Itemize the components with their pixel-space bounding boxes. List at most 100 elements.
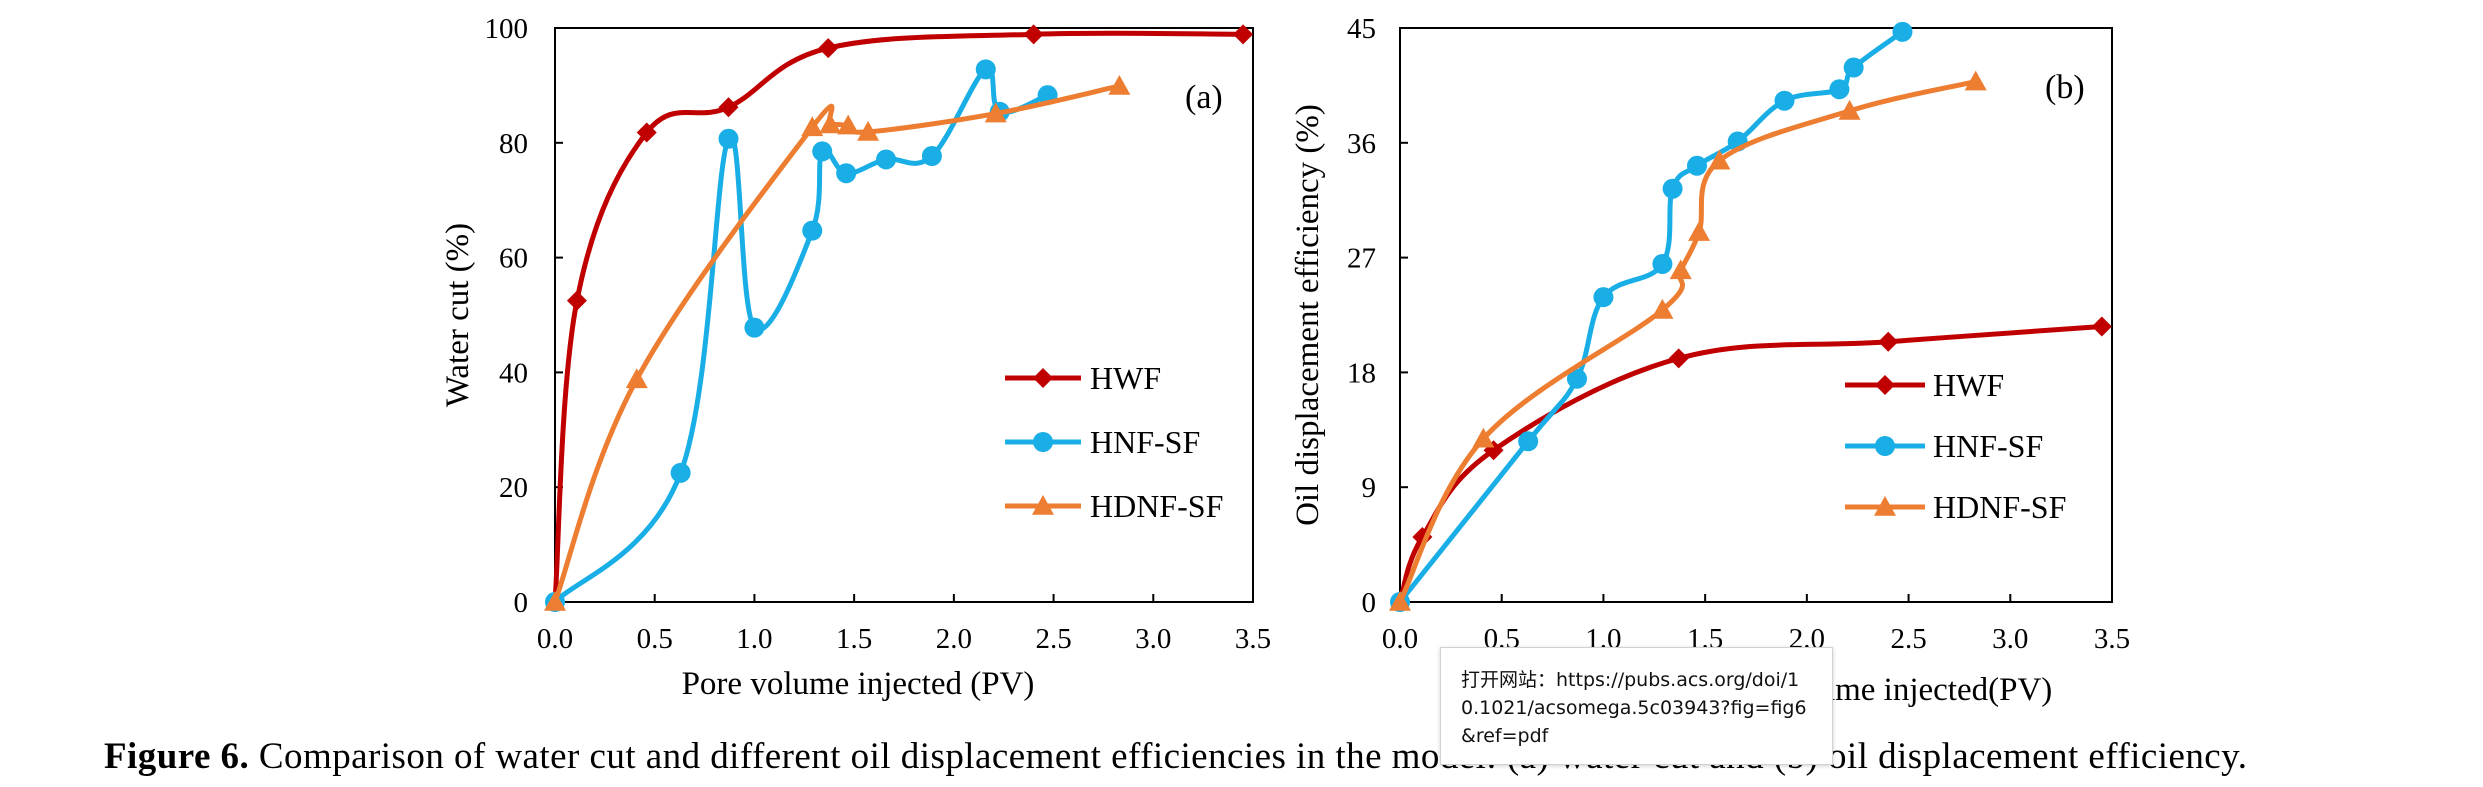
x-tick-label: 2.5	[1890, 623, 1926, 655]
legend-marker	[1874, 496, 1896, 516]
legend-entry-hwf: HWF	[1845, 367, 2004, 403]
data-point	[1964, 70, 1987, 91]
series-hdnf-sf	[1389, 70, 1987, 611]
x-tick-label: 3.5	[1235, 623, 1271, 655]
data-point	[1662, 178, 1683, 199]
x-tick-label: 0.0	[1382, 623, 1418, 655]
x-tick-label: 1.0	[736, 623, 772, 655]
legend-label: HNF-SF	[1933, 428, 2043, 464]
data-point	[566, 290, 587, 311]
data-point	[1838, 99, 1861, 120]
data-point	[1472, 427, 1495, 448]
data-point	[812, 141, 833, 162]
panel-label: (a)	[1185, 79, 1223, 116]
data-point	[1023, 24, 1044, 45]
data-point	[718, 97, 739, 118]
data-point	[818, 38, 839, 59]
data-point	[744, 317, 765, 338]
caption-label: Figure 6.	[104, 736, 250, 777]
legend-entry-hnf-sf: HNF-SF	[1005, 424, 1200, 460]
y-tick-label: 0	[514, 587, 529, 619]
legend-entry-hdnf-sf: HDNF-SF	[1845, 489, 2066, 525]
data-point	[1774, 90, 1795, 111]
legend-label: HWF	[1933, 367, 2004, 403]
y-tick-label: 36	[1347, 128, 1376, 160]
data-point	[1518, 431, 1539, 452]
data-point	[1652, 253, 1673, 274]
panel-label: (b)	[2045, 69, 2085, 106]
caption-text: Comparison of water cut and different oi…	[249, 736, 2248, 777]
legend-entry-hdnf-sf: HDNF-SF	[1005, 488, 1223, 524]
y-tick-label: 9	[1362, 472, 1377, 504]
x-tick-label: 3.0	[1992, 623, 2028, 655]
x-tick-label: 2.0	[936, 623, 972, 655]
legend-label: HDNF-SF	[1090, 488, 1223, 524]
series-hnf-sf	[1390, 21, 1913, 612]
x-tick-label: 1.5	[836, 623, 872, 655]
figure-caption: Figure 6. Comparison of water cut and di…	[104, 735, 2483, 779]
data-point	[1688, 221, 1711, 241]
y-tick-label: 20	[499, 472, 528, 504]
data-point	[1233, 24, 1254, 45]
x-tick-label: 2.5	[1035, 623, 1071, 655]
data-point	[876, 149, 897, 170]
data-point	[670, 462, 691, 483]
data-point	[857, 120, 880, 141]
y-tick-label: 60	[499, 243, 528, 275]
data-point	[636, 122, 657, 143]
chart-panel-a: 0 20 40 60 80 100 0.0 0.5 1.0 1.5 2.0 2.5 3.0 3.5 Wate…	[440, 13, 1271, 702]
x-axis-title: Pore volume injected (PV)	[682, 666, 1035, 702]
y-tick-label: 18	[1347, 357, 1376, 389]
data-point	[819, 113, 842, 134]
data-point	[801, 116, 824, 137]
y-tick-label: 40	[499, 357, 528, 389]
y-tick-label: 0	[1362, 587, 1377, 619]
y-tick-label: 45	[1347, 13, 1376, 45]
data-point	[837, 114, 860, 135]
data-point	[1687, 155, 1708, 176]
data-point	[718, 128, 739, 149]
x-tick-label: 3.0	[1135, 623, 1171, 655]
data-point	[1108, 74, 1131, 95]
legend-marker	[1875, 375, 1895, 395]
series-hdnf-sf	[544, 74, 1131, 611]
legend-marker	[1033, 432, 1053, 452]
data-point	[1669, 259, 1692, 280]
x-tick-label: 0.5	[637, 623, 673, 655]
data-point	[1389, 591, 1411, 611]
y-axis-title: Water cut (%)	[440, 223, 476, 407]
data-point	[984, 102, 1007, 123]
x-tick-label: 0.0	[537, 623, 573, 655]
data-point	[625, 368, 648, 389]
data-point	[1878, 331, 1899, 352]
figure-charts: 0 20 40 60 80 100 0.0 0.5 1.0 1.5 2.0 2.5 3.0 3.5 Wate…	[440, 13, 2130, 708]
legend-marker	[1875, 436, 1895, 456]
data-point	[802, 220, 823, 241]
legend-entry-hwf: HWF	[1005, 360, 1161, 396]
plot-frame	[1399, 27, 2113, 603]
data-point	[1668, 348, 1689, 369]
y-tick-label: 100	[485, 13, 529, 45]
legend-marker	[1032, 495, 1054, 515]
data-point	[2091, 316, 2112, 337]
y-tick-label: 27	[1347, 243, 1376, 275]
url-tooltip[interactable]: 打开网站：https://pubs.acs.org/doi/10.1021/ac…	[1440, 647, 1833, 765]
x-tick-label: 3.5	[2094, 623, 2130, 655]
series-hwf	[1390, 316, 2112, 612]
data-point	[975, 59, 996, 80]
data-point	[544, 591, 566, 611]
data-point	[1829, 79, 1850, 100]
legend-label: HDNF-SF	[1933, 489, 2066, 525]
legend-entry-hnf-sf: HNF-SF	[1845, 428, 2043, 464]
data-point	[1593, 287, 1614, 308]
legend-label: HWF	[1090, 360, 1161, 396]
data-point	[921, 146, 942, 167]
y-tick-label: 80	[499, 128, 528, 160]
series-line	[552, 66, 1051, 605]
data-point	[1843, 57, 1864, 78]
plot-frame	[554, 27, 1254, 603]
data-point	[836, 163, 857, 184]
data-point	[1708, 149, 1731, 170]
legend-marker	[1033, 368, 1053, 388]
